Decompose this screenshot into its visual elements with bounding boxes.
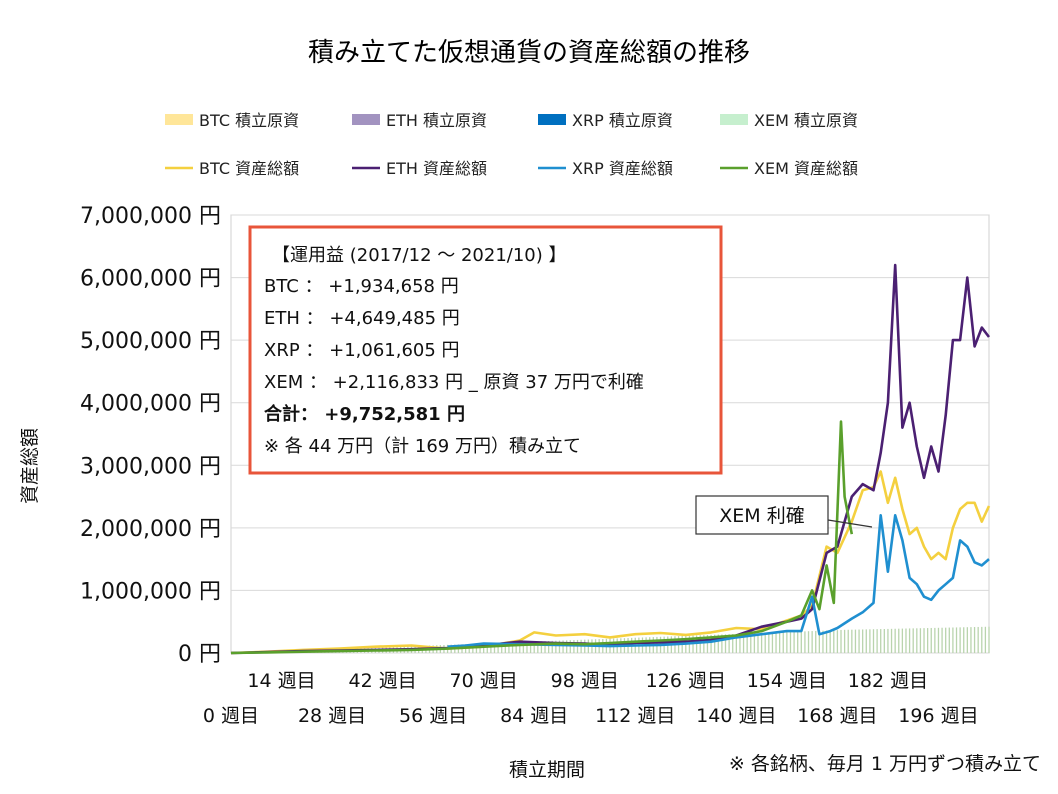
- y-tick-label: 1,000,000 円: [80, 579, 221, 604]
- annotation-frame: [248, 225, 723, 475]
- x-tick-label: 154 週目: [747, 670, 827, 692]
- legend: BTC 積立原資 ETH 積立原資 XRP 積立原資 XEM 積立原資 BTC 資産総額…: [165, 111, 858, 178]
- y-axis-title: 資産総額: [19, 428, 41, 504]
- callout-frame: [695, 495, 829, 535]
- legend-label: ETH 積立原資: [386, 111, 487, 130]
- legend-label: BTC 資産総額: [199, 159, 299, 178]
- annotation-box: 【運用益 (2017/12 ～ 2021/10) 】 BTC ： +1,934,…: [248, 225, 723, 475]
- chart-title: 積み立てた仮想通貨の資産総額の推移: [308, 38, 750, 68]
- x-tick-label: 182 週目: [848, 670, 928, 692]
- x-tick-label: 84 週目: [500, 705, 568, 727]
- legend-label: XRP 資産総額: [572, 159, 673, 178]
- y-tick-labels: 7,000,000 円 6,000,000 円 5,000,000 円 4,000,0…: [80, 204, 221, 667]
- y-tick-label: 5,000,000 円: [80, 329, 221, 354]
- y-tick-label: 4,000,000 円: [80, 392, 221, 417]
- chart-note: ※ 各銘柄、毎月 1 万円ずつ積み立て: [729, 753, 1041, 775]
- annotation-row-eth: ETH ： +4,649,485 円: [264, 308, 460, 329]
- annotation-row-xem: XEM ： +2,116,833 円 _ 原資 37 万円で利確: [264, 372, 644, 393]
- y-tick-label: 6,000,000 円: [80, 267, 221, 292]
- x-tick-labels: 14 週目 42 週目 70 週目 98 週目 126 週目 154 週目 182 週目 0 …: [203, 670, 979, 727]
- legend-swatch: [720, 114, 748, 125]
- legend-swatch: [165, 114, 193, 125]
- legend-swatch: [352, 114, 380, 125]
- legend-label: XEM 積立原資: [754, 111, 858, 130]
- annotation-total: 合計： +9,752,581 円: [264, 403, 465, 425]
- legend-swatch: [538, 114, 566, 125]
- callout-pointer: [827, 519, 873, 528]
- y-tick-label: 3,000,000 円: [80, 454, 221, 479]
- legend-label: XEM 資産総額: [754, 159, 858, 178]
- x-axis-title: 積立期間: [509, 759, 585, 781]
- series-line-xrp: [447, 513, 990, 648]
- x-tick-label: 28 週目: [298, 705, 366, 727]
- annotation-heading: 【運用益 (2017/12 ～ 2021/10) 】: [272, 245, 567, 266]
- x-tick-label: 56 週目: [399, 705, 467, 727]
- x-tick-label: 0 週目: [203, 705, 259, 727]
- x-tick-label: 196 週目: [898, 705, 978, 727]
- legend-label: BTC 積立原資: [199, 111, 299, 130]
- x-tick-label: 98 週目: [551, 670, 619, 692]
- legend-label: ETH 資産総額: [386, 159, 487, 178]
- x-tick-label: 14 週目: [247, 670, 315, 692]
- annotation-row-btc: BTC ： +1,934,658 円: [264, 276, 459, 297]
- annotation-footnote: ※ 各 44 万円（計 169 万円）積み立て: [264, 436, 581, 457]
- x-tick-label: 140 週目: [696, 705, 776, 727]
- y-tick-label: 0 円: [178, 642, 221, 667]
- x-tick-label: 112 週目: [595, 705, 675, 727]
- annotation-row-xrp: XRP ： +1,061,605 円: [264, 340, 460, 361]
- y-tick-label: 2,000,000 円: [80, 517, 221, 542]
- x-tick-label: 168 週目: [797, 705, 877, 727]
- y-tick-label: 7,000,000 円: [80, 204, 221, 229]
- series-lines: [230, 263, 991, 655]
- x-tick-label: 42 週目: [348, 670, 416, 692]
- legend-label: XRP 積立原資: [572, 111, 673, 130]
- x-tick-label: 126 週目: [646, 670, 726, 692]
- series-line-xem: [230, 420, 854, 655]
- callout-label: XEM 利確: [719, 505, 804, 527]
- xem-callout: XEM 利確: [695, 495, 873, 535]
- x-tick-label: 70 週目: [450, 670, 518, 692]
